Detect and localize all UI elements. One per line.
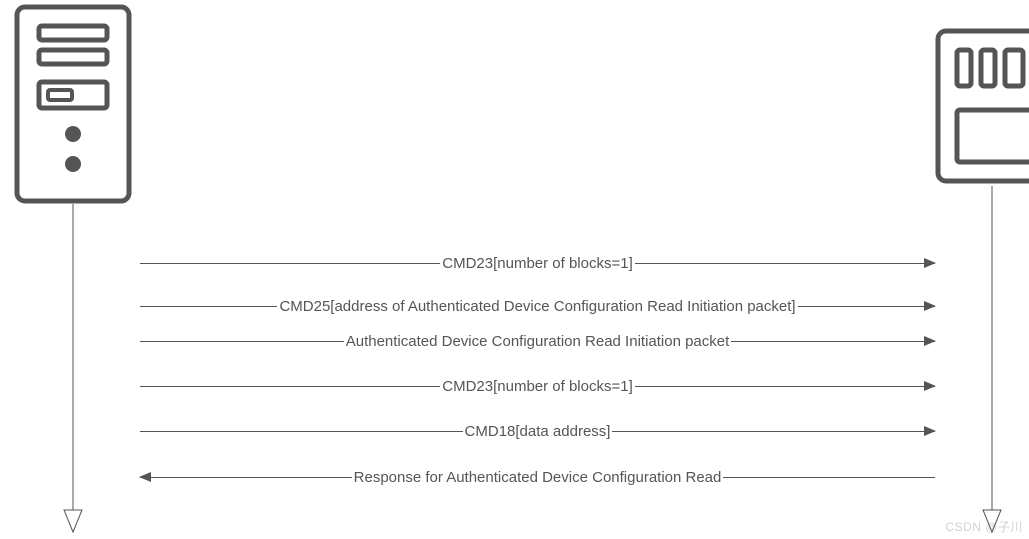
msg-label: CMD18[data address] xyxy=(463,423,613,440)
server-lifeline xyxy=(60,204,86,534)
msg-label: CMD23[number of blocks=1] xyxy=(440,255,635,272)
server-icon xyxy=(14,4,132,204)
device-icon xyxy=(935,28,1029,186)
msg-label: Response for Authenticated Device Config… xyxy=(352,469,724,486)
device-lifeline xyxy=(979,186,1005,534)
msg-row-1: CMD25[address of Authenticated Device Co… xyxy=(140,295,935,317)
msg-row-3: CMD23[number of blocks=1] xyxy=(140,375,935,397)
msg-label: CMD23[number of blocks=1] xyxy=(440,378,635,395)
msg-label: Authenticated Device Configuration Read … xyxy=(344,333,732,350)
msg-row-5: Response for Authenticated Device Config… xyxy=(140,466,935,488)
msg-row-0: CMD23[number of blocks=1] xyxy=(140,252,935,274)
watermark-text: CSDN @子川 xyxy=(945,518,1023,535)
msg-label: CMD25[address of Authenticated Device Co… xyxy=(277,298,797,315)
msg-row-4: CMD18[data address] xyxy=(140,420,935,442)
msg-row-2: Authenticated Device Configuration Read … xyxy=(140,330,935,352)
